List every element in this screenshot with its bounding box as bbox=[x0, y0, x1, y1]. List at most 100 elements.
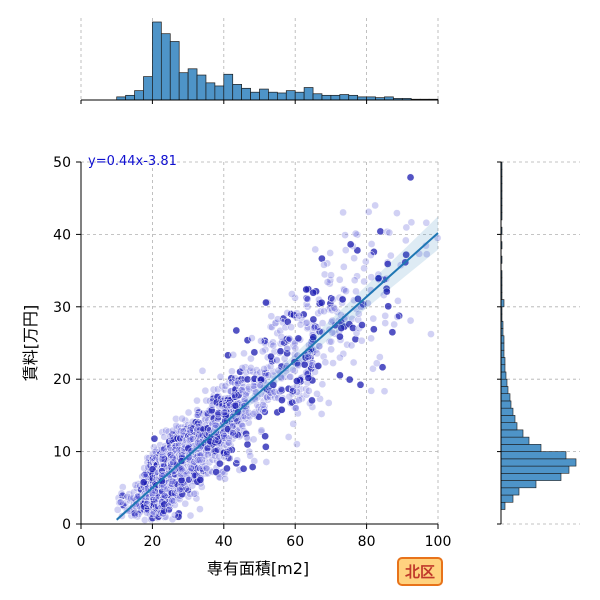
scatter-point bbox=[262, 458, 271, 466]
top-hist-bar bbox=[160, 33, 171, 101]
scatter-point bbox=[225, 439, 233, 447]
x-tick-label: 60 bbox=[286, 534, 304, 550]
scatter-point bbox=[159, 445, 168, 454]
scatter-point bbox=[318, 254, 326, 263]
scatter-point bbox=[293, 377, 301, 385]
scatter-point bbox=[230, 391, 239, 400]
scatter-point bbox=[222, 450, 231, 458]
scatter-point bbox=[393, 209, 401, 217]
scatter-point bbox=[277, 405, 286, 414]
scatter-point bbox=[186, 511, 195, 520]
scatter-point bbox=[169, 458, 177, 467]
top-hist-bar bbox=[294, 91, 305, 101]
scatter-point bbox=[172, 421, 181, 430]
top-hist-bar bbox=[277, 92, 287, 101]
scatter-point bbox=[233, 456, 242, 465]
scatter-point bbox=[276, 347, 285, 356]
scatter-point bbox=[220, 408, 229, 417]
right-hist-bar bbox=[500, 436, 530, 445]
right-hist-bar bbox=[500, 393, 511, 402]
scatter-point bbox=[198, 455, 206, 464]
scatter-point bbox=[381, 319, 390, 327]
scatter-point bbox=[232, 459, 241, 468]
scatter-point bbox=[304, 387, 313, 395]
scatter-point bbox=[185, 426, 194, 435]
top-hist-bar bbox=[241, 87, 251, 101]
scatter-point bbox=[364, 299, 372, 308]
top-hist-bar bbox=[330, 94, 341, 101]
scatter-point bbox=[174, 512, 183, 521]
right-hist-bar bbox=[500, 415, 516, 423]
scatter-point bbox=[327, 345, 335, 354]
right-hist-bar bbox=[500, 458, 577, 467]
y-tick-label: 30 bbox=[53, 300, 71, 316]
scatter-point bbox=[326, 276, 335, 284]
scatter-point bbox=[266, 362, 275, 371]
scatter-point bbox=[394, 297, 402, 305]
scatter-point bbox=[295, 396, 303, 404]
scatter-point bbox=[148, 510, 157, 519]
right-hist-bar bbox=[500, 407, 514, 416]
scatter-point bbox=[257, 337, 265, 345]
scatter-point bbox=[353, 272, 361, 281]
scatter-point bbox=[350, 254, 358, 263]
scatter-point bbox=[367, 251, 375, 259]
scatter-point bbox=[367, 240, 376, 248]
scatter-point bbox=[209, 385, 218, 394]
right-hist-bar bbox=[500, 422, 518, 431]
scatter-point bbox=[381, 311, 390, 320]
right-hist-bar bbox=[500, 364, 506, 373]
scatter-point bbox=[342, 287, 350, 296]
scatter-point bbox=[271, 319, 280, 328]
scatter-point bbox=[393, 313, 402, 321]
scatter-point bbox=[308, 396, 316, 405]
scatter-point bbox=[382, 287, 391, 296]
scatter-point bbox=[341, 231, 349, 239]
scatter-point bbox=[242, 429, 250, 438]
scatter-point bbox=[252, 366, 261, 374]
scatter-point bbox=[164, 506, 173, 514]
scatter-point bbox=[292, 309, 301, 318]
top-histogram bbox=[80, 18, 439, 104]
scatter-point bbox=[204, 450, 212, 459]
scatter-point bbox=[354, 309, 363, 318]
scatter-point bbox=[203, 444, 211, 453]
scatter-point bbox=[376, 353, 384, 361]
scatter-point bbox=[168, 496, 176, 505]
right-hist-bar bbox=[500, 480, 537, 489]
scatter-point bbox=[196, 476, 205, 484]
scatter-point bbox=[158, 477, 166, 485]
scatter-point bbox=[371, 201, 379, 210]
top-hist-bar bbox=[223, 73, 234, 101]
scatter-point bbox=[193, 396, 201, 405]
scatter-point bbox=[148, 465, 157, 474]
scatter-point bbox=[168, 477, 177, 486]
scatter-point bbox=[211, 436, 220, 445]
scatter-point bbox=[181, 499, 190, 508]
scatter-point bbox=[262, 298, 270, 307]
scatter-point bbox=[283, 309, 292, 317]
scatter-point bbox=[261, 443, 270, 451]
right-hist-bar bbox=[500, 494, 514, 503]
scatter-point bbox=[293, 388, 302, 396]
scatter-point bbox=[350, 276, 359, 285]
scatter-point bbox=[370, 248, 378, 256]
scatter-point bbox=[228, 428, 237, 437]
scatter-point bbox=[184, 444, 193, 453]
scatter-point bbox=[323, 278, 332, 286]
right-hist-bar bbox=[500, 501, 506, 510]
scatter-point bbox=[369, 364, 377, 373]
scatter-point bbox=[148, 489, 157, 498]
scatter-point bbox=[402, 250, 410, 259]
scatter-point bbox=[249, 435, 258, 444]
scatter-point bbox=[311, 368, 319, 376]
y-tick-label: 20 bbox=[53, 372, 71, 388]
scatter-point bbox=[341, 246, 350, 255]
scatter-point bbox=[198, 367, 207, 375]
scatter-point bbox=[238, 386, 246, 394]
scatter-point bbox=[139, 478, 148, 487]
scatter-point bbox=[150, 434, 159, 443]
scatter-point bbox=[301, 353, 310, 362]
scatter-point bbox=[236, 367, 244, 376]
